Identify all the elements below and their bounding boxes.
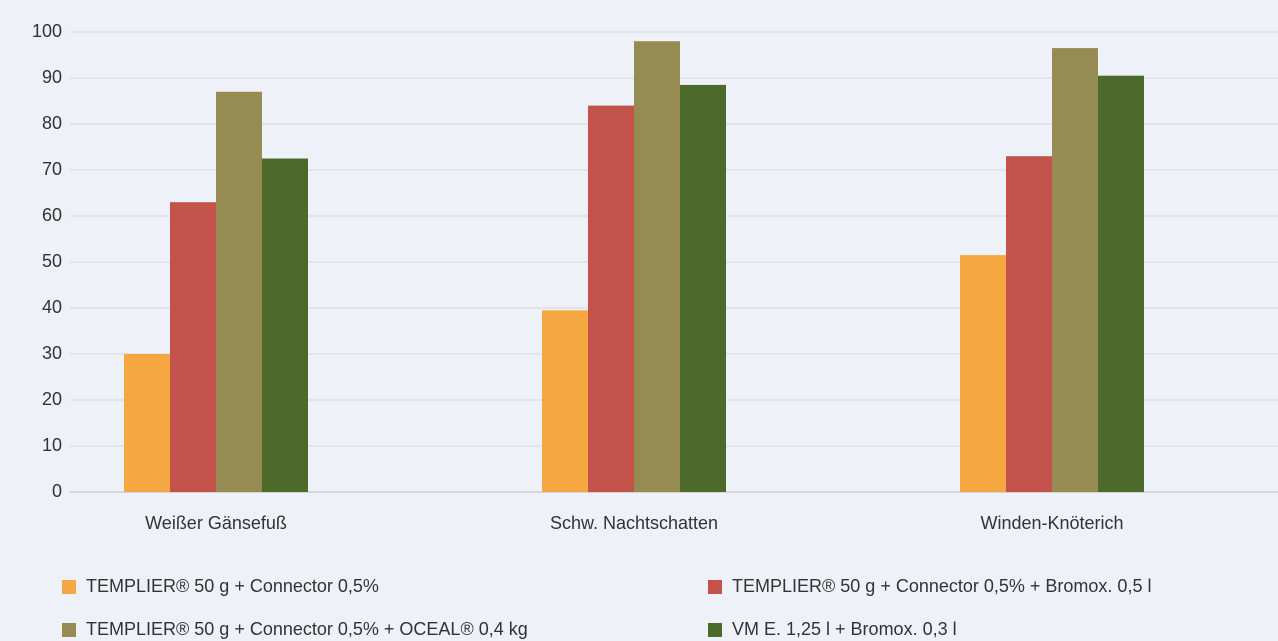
bar <box>1098 75 1144 492</box>
bar <box>588 105 634 492</box>
y-tick-label: 90 <box>42 67 62 87</box>
x-tick-label: Winden-Knöterich <box>980 513 1123 533</box>
y-tick-label: 20 <box>42 389 62 409</box>
legend-label: TEMPLIER® 50 g + Connector 0,5% + OCEAL®… <box>86 619 528 639</box>
x-tick-label: Schw. Nachtschatten <box>550 513 718 533</box>
legend-swatch <box>62 580 76 594</box>
y-tick-label: 60 <box>42 205 62 225</box>
legend-label: TEMPLIER® 50 g + Connector 0,5% <box>86 576 379 596</box>
y-tick-label: 70 <box>42 159 62 179</box>
legend-label: VM E. 1,25 l + Bromox. 0,3 l <box>732 619 957 639</box>
bar <box>170 202 216 492</box>
legend-swatch <box>62 623 76 637</box>
legend-swatch <box>708 580 722 594</box>
bar <box>960 255 1006 492</box>
x-tick-label: Weißer Gänsefuß <box>145 513 287 533</box>
bar <box>1052 48 1098 492</box>
bar <box>542 310 588 492</box>
y-tick-label: 100 <box>32 21 62 41</box>
legend-swatch <box>708 623 722 637</box>
bar <box>216 91 262 493</box>
bar <box>634 41 680 492</box>
y-tick-label: 0 <box>52 481 62 501</box>
bar <box>680 84 726 493</box>
y-tick-label: 40 <box>42 297 62 317</box>
y-tick-label: 30 <box>42 343 62 363</box>
y-tick-label: 80 <box>42 113 62 133</box>
bar <box>1006 156 1052 492</box>
y-tick-label: 50 <box>42 251 62 271</box>
legend-label: TEMPLIER® 50 g + Connector 0,5% + Bromox… <box>732 576 1151 596</box>
bar <box>262 158 308 492</box>
y-tick-label: 10 <box>42 435 62 455</box>
bar <box>124 354 170 492</box>
